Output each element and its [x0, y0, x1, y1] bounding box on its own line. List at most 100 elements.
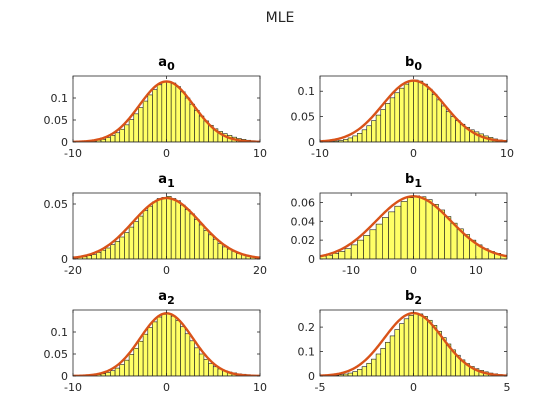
- histogram-bar: [105, 372, 111, 376]
- histogram-bar: [189, 213, 195, 259]
- histogram-bar: [380, 109, 386, 142]
- histogram-bar: [436, 330, 442, 376]
- histogram-bar: [166, 80, 172, 142]
- y-tick-label: 0: [61, 370, 68, 383]
- histogram-bar: [399, 87, 405, 142]
- plot-area: [320, 79, 507, 142]
- title-symbol: b: [405, 55, 414, 70]
- histogram-bar: [427, 319, 433, 376]
- histogram-bar: [394, 205, 402, 259]
- histogram-bar: [431, 204, 439, 259]
- y-tick-label: 0.06: [291, 196, 316, 209]
- histogram-bar: [445, 111, 452, 142]
- histogram-bar: [166, 196, 172, 259]
- title-symbol: a: [158, 289, 167, 304]
- histogram-bar: [110, 135, 116, 142]
- histogram-bar: [124, 232, 130, 259]
- y-tick-label: 0.2: [298, 321, 316, 334]
- histogram-bar: [438, 209, 445, 259]
- histogram-bar: [170, 82, 177, 142]
- y-tick-label: 0: [308, 370, 315, 383]
- y-tick-label: 0: [308, 253, 315, 266]
- histogram-bar: [114, 367, 121, 376]
- figure-suptitle: MLE: [266, 10, 295, 26]
- histogram-bar: [444, 216, 452, 259]
- histogram-bar: [156, 198, 163, 259]
- x-tick-label: 10: [469, 264, 483, 277]
- histogram-bar: [194, 219, 200, 259]
- subplot-title: b1: [405, 172, 422, 190]
- y-tick-label: 0.1: [298, 85, 316, 98]
- histogram-bar: [142, 210, 149, 259]
- histogram-bar: [124, 124, 130, 142]
- subplot-title: a2: [158, 289, 174, 307]
- histogram-bar: [138, 215, 144, 259]
- histogram-bar: [389, 97, 396, 142]
- title-subscript: 1: [414, 177, 422, 190]
- subplot-3: -10 0 10 0 0.02 0.04 0.06 b1: [291, 172, 508, 277]
- y-tick-label: 0: [61, 253, 68, 266]
- histogram-bar: [96, 252, 102, 259]
- histogram-bar: [363, 235, 371, 259]
- histogram-bar: [166, 313, 172, 376]
- histogram-bar: [100, 249, 107, 259]
- title-subscript: 0: [414, 60, 422, 73]
- histogram-bar: [128, 119, 135, 142]
- fit-curve: [320, 79, 507, 142]
- histogram-bar: [147, 94, 153, 142]
- histogram-bar: [189, 103, 195, 142]
- histogram-bar: [389, 335, 396, 376]
- histogram-bar: [413, 313, 419, 376]
- histogram-bar: [357, 239, 364, 259]
- title-subscript: 1: [167, 177, 175, 190]
- y-tick-label: 0.05: [44, 198, 69, 211]
- histogram-bar: [147, 327, 153, 376]
- y-tick-label: 0.1: [51, 326, 69, 339]
- histogram-bar: [161, 81, 167, 142]
- histogram-bar: [194, 110, 200, 142]
- histogram-bar: [156, 316, 163, 376]
- histogram-bar: [427, 88, 433, 142]
- histogram-bar: [399, 323, 405, 376]
- histogram-bar: [105, 137, 111, 142]
- histogram-bar: [208, 234, 214, 259]
- histogram-bar: [406, 197, 414, 259]
- title-subscript: 2: [167, 294, 175, 307]
- histogram-bar: [194, 347, 200, 376]
- histogram-bar: [417, 80, 424, 142]
- histogram-bar: [403, 83, 410, 142]
- y-tick-label: 0.1: [298, 346, 316, 359]
- histogram-bar: [208, 363, 214, 376]
- histogram-bar: [175, 200, 181, 259]
- histogram-bar: [212, 238, 219, 259]
- histogram-bar: [455, 120, 461, 142]
- histogram-bar: [352, 371, 358, 376]
- subplot-title: a0: [158, 55, 175, 73]
- histogram-bar: [394, 329, 400, 376]
- histogram-bar: [105, 247, 111, 259]
- fit-curve: [73, 312, 260, 376]
- histogram-bar: [203, 358, 209, 376]
- histogram-bar: [382, 217, 389, 259]
- histogram-bar: [138, 107, 144, 142]
- y-tick-label: 0: [61, 136, 68, 149]
- histogram-bar: [203, 230, 209, 259]
- histogram-bar: [119, 364, 125, 376]
- x-tick-label: 10: [253, 147, 267, 160]
- histogram-bar: [180, 204, 186, 259]
- histogram-bar: [184, 97, 191, 142]
- histogram-bar: [375, 223, 383, 259]
- title-symbol: a: [158, 55, 167, 70]
- histogram-bar: [147, 205, 153, 259]
- y-tick-label: 0: [308, 136, 315, 149]
- histogram-bar: [408, 80, 414, 142]
- x-tick-label: 0: [163, 381, 170, 394]
- histogram-bar: [180, 91, 186, 142]
- x-tick-label: 0: [410, 147, 417, 160]
- plot-area: [73, 80, 260, 142]
- histogram-bar: [161, 314, 167, 376]
